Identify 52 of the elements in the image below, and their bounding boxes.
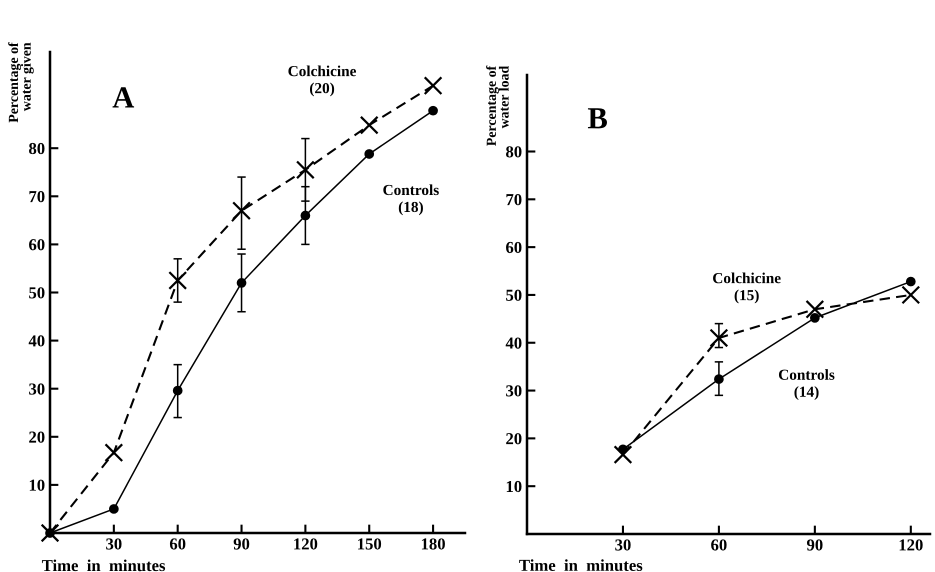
point — [805, 300, 824, 319]
point — [296, 160, 315, 180]
y-axis-title: Percentage of water load — [486, 66, 509, 146]
point — [618, 444, 628, 454]
point — [364, 149, 374, 159]
point — [614, 445, 632, 464]
point — [901, 285, 920, 304]
y-tick-label: 40 — [28, 335, 45, 347]
series-label: Controls (18) — [383, 184, 439, 216]
x-tick-label: 60 — [711, 539, 727, 551]
x-tick-label: 30 — [615, 539, 631, 551]
x-tick-label: 180 — [422, 538, 445, 550]
y-tick-label: 20 — [29, 432, 45, 443]
y-tick-label: 50 — [506, 290, 522, 301]
y-tick-label: 70 — [506, 194, 522, 206]
point — [360, 116, 379, 135]
x-tick-label: 90 — [234, 538, 250, 550]
x-tick-label: 150 — [358, 538, 382, 550]
y-tick-label: 70 — [29, 191, 45, 202]
y-tick-label: 60 — [29, 239, 45, 250]
point — [810, 313, 820, 323]
x-tick-label: 60 — [170, 538, 186, 550]
point — [108, 504, 119, 514]
point — [232, 201, 251, 220]
y-tick-label: 30 — [29, 383, 45, 395]
point — [709, 328, 728, 348]
x-axis-title: Time in minutes — [42, 559, 166, 572]
x-axis-title: Time in minutes — [519, 559, 642, 572]
point — [168, 271, 188, 290]
point — [424, 76, 443, 96]
y-tick-label: 50 — [29, 287, 45, 298]
y-tick-label: 60 — [506, 242, 522, 254]
y-tick-label: 80 — [506, 146, 522, 158]
y-tick-label: 10 — [30, 480, 45, 491]
text: A — [112, 87, 134, 108]
x-tick-label: 30 — [106, 538, 122, 550]
y-tick-label: 10 — [506, 480, 522, 492]
point — [428, 106, 438, 116]
y-axis-title: Percentage of water given — [8, 42, 34, 122]
series-label: Colchicine (15) — [713, 272, 781, 304]
x-tick-label: 120 — [294, 538, 318, 550]
point — [104, 443, 124, 462]
y-tick-label: 30 — [506, 385, 522, 397]
series-label: Controls (14) — [778, 369, 834, 400]
series-label: Colchicine (20) — [288, 66, 356, 96]
text: B — [588, 108, 607, 128]
x-tick-label: 90 — [806, 539, 823, 551]
x-tick-label: 120 — [900, 539, 923, 551]
point — [906, 276, 916, 286]
y-tick-label: 80 — [29, 142, 45, 154]
y-tick-label: 40 — [506, 337, 522, 349]
y-tick-label: 20 — [506, 433, 522, 444]
